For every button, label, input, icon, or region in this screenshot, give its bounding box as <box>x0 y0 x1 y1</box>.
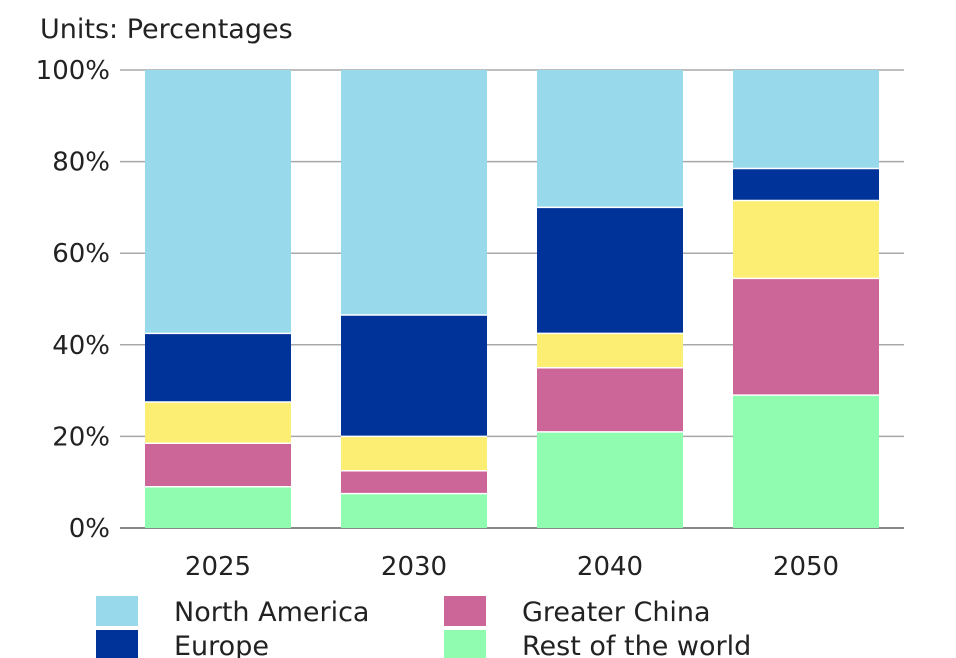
legend-swatch <box>444 596 486 626</box>
bar-segment <box>537 207 683 334</box>
legend-label: Europe <box>174 631 269 658</box>
bar-segment <box>145 70 291 334</box>
bar-segment <box>537 70 683 208</box>
bar-segment <box>341 470 487 494</box>
bar-segment <box>733 168 879 201</box>
y-tick-label: 0% <box>69 514 110 544</box>
legend-swatch <box>96 630 138 658</box>
bar-segment <box>537 367 683 432</box>
bar-segment <box>733 70 879 169</box>
bar-segment <box>733 395 879 528</box>
x-tick-label: 2040 <box>577 552 643 582</box>
bar-segment <box>145 443 291 487</box>
bar-segment <box>341 436 487 471</box>
x-tick-label: 2050 <box>773 552 839 582</box>
y-tick-label: 20% <box>52 422 110 452</box>
bar-segment <box>341 315 487 437</box>
legend-swatch <box>444 630 486 658</box>
x-tick-label: 2025 <box>185 552 251 582</box>
y-tick-label: 100% <box>36 56 110 86</box>
x-tick-label: 2030 <box>381 552 447 582</box>
legend-label: North America <box>174 597 369 628</box>
bar-segment <box>733 278 879 396</box>
bar-segment <box>537 333 683 368</box>
axes: 0% 20% 40% 60% 80% 100% 2025 2030 2040 2050 <box>36 56 839 582</box>
bar-segment <box>537 431 683 528</box>
y-tick-label: 80% <box>52 148 110 178</box>
legend-label: Rest of the world <box>522 631 751 658</box>
y-tick-label: 60% <box>52 239 110 269</box>
legend: North America Greater China Europe Rest of … <box>96 596 751 658</box>
y-tick-label: 40% <box>52 331 110 361</box>
units-label: Units: Percentages <box>40 14 293 45</box>
bar-segment <box>733 200 879 279</box>
legend-swatch <box>96 596 138 626</box>
bar-segment <box>145 402 291 444</box>
bar-segment <box>145 333 291 403</box>
bar-segment <box>145 486 291 528</box>
legend-label: Greater China <box>522 597 711 628</box>
bars <box>145 70 879 528</box>
bar-segment <box>341 493 487 528</box>
bar-segment <box>341 70 487 316</box>
